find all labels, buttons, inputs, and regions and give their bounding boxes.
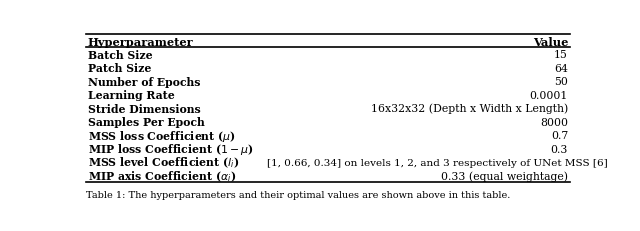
Text: Learning Rate: Learning Rate: [88, 90, 175, 101]
Text: MSS loss Coefficient ($\mu$): MSS loss Coefficient ($\mu$): [88, 128, 236, 143]
Text: 15: 15: [554, 50, 568, 60]
Text: 64: 64: [554, 64, 568, 73]
Text: 0.33 (equal weightage): 0.33 (equal weightage): [441, 170, 568, 181]
Text: [1, 0.66, 0.34] on levels 1, 2, and 3 respectively of UNet MSS [6]: [1, 0.66, 0.34] on levels 1, 2, and 3 re…: [267, 158, 608, 167]
Text: Samples Per Epoch: Samples Per Epoch: [88, 117, 205, 128]
Text: 16x32x32 (Depth x Width x Length): 16x32x32 (Depth x Width x Length): [371, 103, 568, 114]
Text: Table 1: The hyperparameters and their optimal values are shown above in this ta: Table 1: The hyperparameters and their o…: [86, 191, 510, 200]
Text: 50: 50: [554, 77, 568, 87]
Text: Stride Dimensions: Stride Dimensions: [88, 103, 201, 114]
Text: MIP axis Coefficient ($\alpha_i$): MIP axis Coefficient ($\alpha_i$): [88, 169, 236, 183]
Text: MSS level Coefficient ($l_i$): MSS level Coefficient ($l_i$): [88, 155, 239, 170]
Text: MIP loss Coefficient ($1 - \mu$): MIP loss Coefficient ($1 - \mu$): [88, 142, 253, 156]
Text: Patch Size: Patch Size: [88, 63, 151, 74]
Text: Hyperparameter: Hyperparameter: [88, 37, 193, 48]
Text: 0.0001: 0.0001: [530, 90, 568, 100]
Text: 0.7: 0.7: [551, 131, 568, 140]
Text: 0.3: 0.3: [550, 144, 568, 154]
Text: Value: Value: [532, 37, 568, 48]
Text: 8000: 8000: [540, 117, 568, 127]
Text: Number of Epochs: Number of Epochs: [88, 76, 200, 87]
Text: Batch Size: Batch Size: [88, 49, 152, 61]
